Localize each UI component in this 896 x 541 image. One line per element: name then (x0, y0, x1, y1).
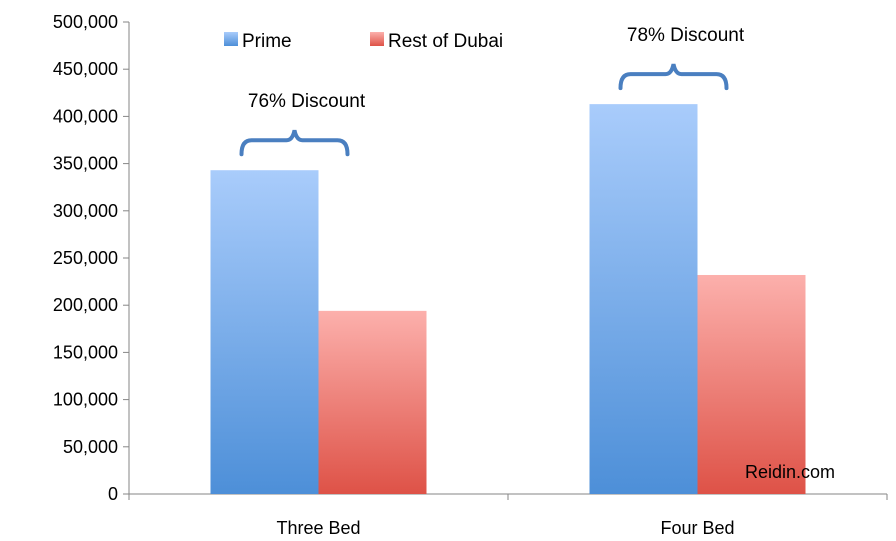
y-tick-label: 450,000 (53, 59, 118, 79)
y-tick-label: 100,000 (53, 390, 118, 410)
x-category-label: Four Bed (660, 518, 734, 538)
y-tick-label: 200,000 (53, 295, 118, 315)
y-tick-label: 0 (108, 484, 118, 504)
x-category-label: Three Bed (276, 518, 360, 538)
bars (210, 104, 806, 495)
legend: Prime Rest of Dubai (224, 31, 503, 52)
discount-bracket (239, 129, 350, 157)
y-tick-label: 350,000 (53, 154, 118, 174)
bar-rest-of-dubai (318, 310, 427, 494)
y-tick-label: 50,000 (63, 437, 118, 457)
source-label: Reidin.com (745, 462, 835, 482)
discount-bracket (618, 63, 729, 91)
legend-label-prime: Prime (242, 31, 292, 52)
bar-rest-of-dubai (697, 274, 806, 494)
discount-annotation: 78% Discount (627, 25, 745, 46)
bar-prime (589, 104, 698, 495)
bar-prime (210, 170, 319, 494)
y-tick-label: 300,000 (53, 201, 118, 221)
legend-label-rest-of-dubai: Rest of Dubai (388, 31, 503, 52)
x-axis: Three Bed Four Bed (128, 493, 888, 538)
legend-swatch-rest-of-dubai (370, 32, 384, 46)
y-tick-label: 150,000 (53, 342, 118, 362)
legend-swatch-prime (224, 32, 238, 46)
y-tick-label: 500,000 (53, 12, 118, 32)
y-tick-label: 250,000 (53, 248, 118, 268)
y-axis: 0 50,000 100,000 150,000 200,000 250,000 300,0… (53, 12, 130, 504)
discount-annotation: 76% Discount (248, 91, 366, 112)
y-tick-label: 400,000 (53, 106, 118, 126)
annotations: 76% Discount 78% Discount (239, 25, 745, 157)
